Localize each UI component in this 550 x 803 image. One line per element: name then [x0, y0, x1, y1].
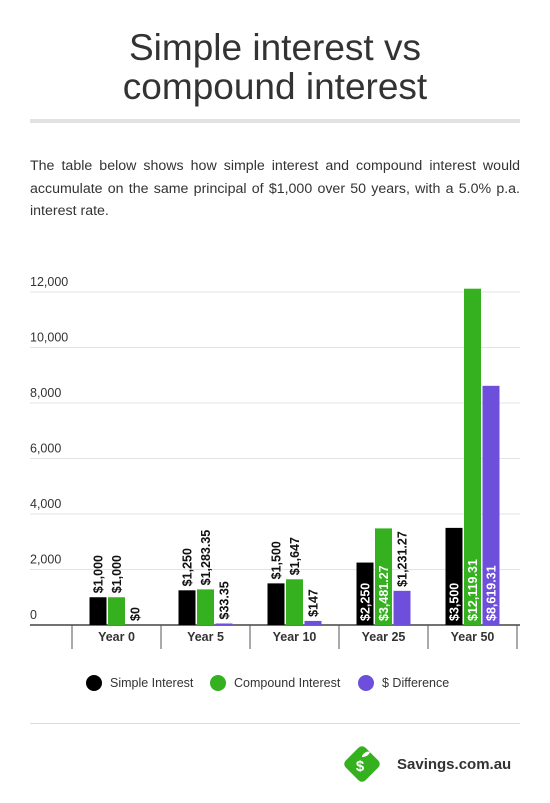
savings-dollar-sprout-icon: $ [344, 746, 380, 782]
bar [197, 589, 214, 625]
data-label: $3,500 [448, 583, 462, 621]
svg-text:$: $ [356, 758, 365, 775]
legend-label-simple-interest: Simple Interest [110, 676, 194, 690]
page-title: Simple interest vs compound interest [0, 28, 550, 106]
bar [178, 590, 196, 625]
brand-name: Savings.com.au [397, 756, 512, 773]
data-label: $1,000 [92, 555, 106, 593]
bar [464, 288, 481, 625]
bar [375, 528, 392, 625]
bar [215, 623, 233, 625]
intro-paragraph: The table below shows how simple interes… [30, 158, 520, 219]
x-tick-label: Year 10 [273, 630, 317, 644]
brand-logo-block[interactable]: $ Savings.com.au [340, 742, 530, 788]
y-tick-label: 10,000 [30, 331, 68, 345]
data-label: $1,000 [110, 555, 124, 593]
legend-item-compound-interest: Compound Interest [210, 673, 340, 693]
x-tick-label: Year 5 [187, 630, 224, 644]
legend-swatch-compound-interest [210, 675, 226, 691]
data-label: $33.35 [218, 581, 232, 619]
title-line-1: Simple interest vs [129, 27, 421, 68]
legend-swatch-simple-interest [86, 675, 102, 691]
data-label: $147 [307, 589, 321, 617]
bar [445, 527, 463, 625]
data-label: $2,250 [359, 583, 373, 621]
legend-label-difference: $ Difference [382, 676, 450, 690]
legend-item-simple-interest: Simple Interest [86, 673, 193, 693]
x-tick-label: Year 50 [451, 630, 495, 644]
bar [267, 583, 285, 625]
data-label: $0 [129, 607, 143, 621]
y-tick-label: 0 [30, 608, 37, 622]
y-tick-label: 6,000 [30, 442, 61, 456]
title-line-2: compound interest [122, 66, 428, 107]
data-label: $1,647 [288, 537, 302, 575]
data-label: $1,283.35 [199, 530, 213, 586]
bar [482, 385, 500, 625]
y-tick-label: 2,000 [30, 553, 61, 567]
x-tick-label: Year 25 [362, 630, 406, 644]
y-tick-label: 12,000 [30, 275, 68, 289]
legend-label-compound-interest: Compound Interest [234, 676, 341, 690]
chart-legend: Simple Interest Compound Interest $ Diff… [0, 673, 550, 695]
footer-divider [30, 723, 520, 724]
data-label: $1,500 [270, 541, 284, 579]
data-label: $1,231.27 [396, 531, 410, 587]
bar [286, 579, 303, 625]
bar [304, 620, 322, 625]
bar [356, 562, 374, 625]
interest-bar-chart: 0 2,000 4,000 6,000 8,000 10,000 12,000 Year 0 $… [30, 275, 520, 649]
legend-item-difference: $ Difference [358, 673, 449, 693]
bar [108, 597, 125, 625]
y-tick-label: 4,000 [30, 497, 61, 511]
bar [89, 597, 107, 625]
y-tick-label: 8,000 [30, 386, 61, 400]
legend-swatch-difference [358, 675, 374, 691]
data-label: $3,481.27 [377, 565, 391, 621]
title-divider [30, 119, 520, 123]
data-label: $8,619.31 [485, 565, 499, 621]
bar [393, 590, 411, 625]
x-tick-label: Year 0 [98, 630, 135, 644]
data-label: $12,119.31 [466, 559, 480, 621]
data-label: $1,250 [181, 548, 195, 586]
